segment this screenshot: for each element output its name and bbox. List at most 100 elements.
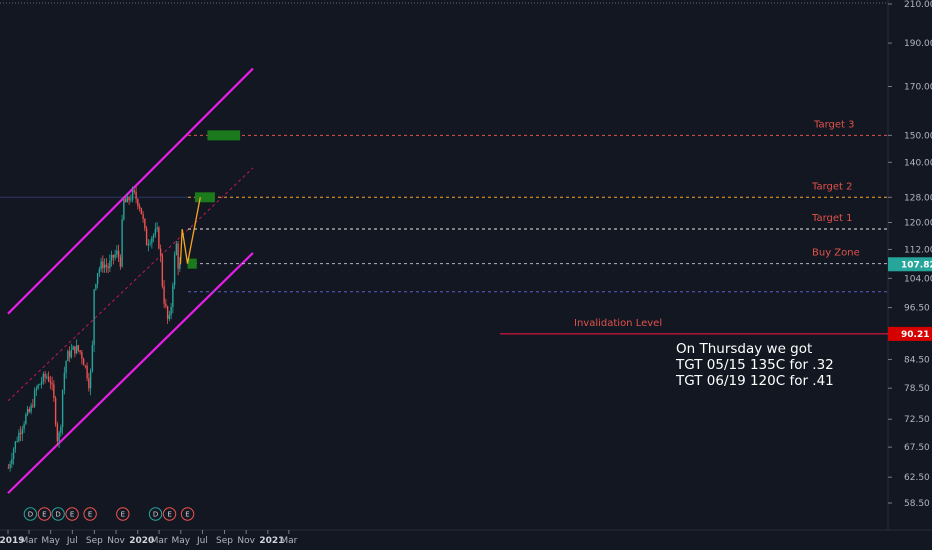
candle-body [142, 214, 144, 219]
channel-upper-line[interactable] [7, 67, 254, 315]
earnings-event-icon[interactable] [83, 507, 97, 521]
candle-body [114, 254, 116, 258]
candle-body [46, 376, 48, 378]
dividend-event-icon[interactable] [51, 507, 65, 521]
projection-path[interactable] [179, 197, 201, 265]
candle-body [151, 237, 153, 244]
candle-body [33, 390, 36, 407]
candle-body [112, 254, 115, 258]
y-tick-label: 150.00 [904, 131, 932, 141]
candle-body [128, 197, 130, 201]
candle-body [47, 376, 50, 382]
candle-body [152, 234, 155, 238]
candle-body [179, 263, 181, 269]
candle-body [74, 346, 76, 354]
candle-body [54, 398, 57, 425]
earnings-event-icon[interactable] [180, 507, 195, 521]
candle-body [72, 346, 74, 350]
candle-body [25, 414, 27, 425]
target-zone-target-2[interactable] [194, 192, 215, 203]
event-letter: E [42, 511, 46, 519]
candle-body [61, 390, 64, 427]
y-tick-label: 96.50 [904, 304, 930, 314]
event-letter: D [55, 511, 60, 519]
candle-body [145, 228, 148, 246]
candle-body [147, 244, 150, 246]
dividend-event-icon[interactable] [148, 507, 163, 521]
x-tick-label: Nov [107, 536, 125, 546]
x-tick-label: Sep [216, 536, 233, 546]
target-zone-target-3[interactable] [207, 130, 241, 141]
candle-body [121, 219, 123, 267]
level-label-target-1: Target 1 [811, 213, 852, 224]
earnings-event-icon[interactable] [65, 507, 79, 521]
candle-body [137, 199, 139, 207]
current-price-tag[interactable] [888, 257, 932, 272]
y-tick-label: 84.50 [904, 355, 930, 365]
event-letter: D [28, 511, 33, 519]
candle-body [133, 190, 136, 192]
channel-middle-line[interactable] [7, 167, 254, 402]
x-tick-label: Mar [20, 536, 37, 546]
y-tick-label: 104.00 [904, 274, 932, 284]
earnings-event-icon[interactable] [37, 507, 52, 521]
candle-body [154, 229, 157, 235]
candle-body [107, 266, 109, 269]
x-tick-label: Sep [86, 536, 103, 546]
projection-polyline[interactable] [179, 197, 201, 265]
x-tick-label: May [171, 536, 190, 546]
candle-body [86, 365, 88, 379]
candle-body [67, 351, 69, 362]
channel-lower-line[interactable] [7, 252, 254, 494]
x-tick-label: Nov [237, 536, 255, 546]
candle-body [159, 248, 162, 256]
candle-body [26, 409, 29, 415]
candle-body [149, 243, 151, 245]
price-axis[interactable]: 58.50 62.50 67.50 72.50 78.50 84.50 96.50 104.0… [888, 0, 932, 509]
candle-body [175, 243, 178, 255]
dividend-event-icon[interactable] [23, 507, 38, 521]
candle-body [9, 463, 11, 469]
target-zone-buy-zone[interactable] [187, 258, 197, 269]
candle-body [163, 286, 165, 304]
level-label-buy-zone: Buy Zone [812, 248, 860, 259]
x-tick-label: Mar [280, 536, 297, 546]
candle-body [89, 370, 92, 389]
candle-body [170, 306, 172, 316]
y-tick-label: 190.00 [904, 39, 932, 49]
candle-body [40, 381, 43, 385]
invalidation-price-tag[interactable] [888, 326, 932, 341]
target-zones[interactable] [187, 130, 241, 269]
earnings-event-icon[interactable] [162, 507, 177, 521]
y-tick-label: 67.50 [904, 443, 930, 453]
candle-body [117, 250, 120, 257]
event-letter: E [88, 511, 92, 519]
candle-body [77, 345, 80, 351]
candle-body [70, 349, 73, 358]
x-tick-label: 2020 [129, 536, 154, 546]
price-channel[interactable] [7, 67, 254, 494]
y-tick-label: 112.00 [904, 245, 932, 255]
candle-body [102, 261, 104, 269]
earnings-event-icon[interactable] [116, 507, 130, 521]
current-price-label: 107.82 [901, 260, 932, 270]
candle-body [110, 254, 113, 261]
event-letter: E [185, 511, 189, 519]
x-tick-label: Mar [151, 536, 168, 546]
candle-body [119, 256, 122, 267]
candle-body [95, 284, 97, 290]
x-tick-label: May [41, 536, 60, 546]
candle-body [100, 261, 102, 270]
note-line-1: On Thursday we got [676, 341, 812, 357]
candle-body [82, 358, 85, 366]
horizontal-levels[interactable] [188, 134, 888, 335]
candle-body [14, 441, 17, 450]
candle-body [44, 373, 46, 378]
candle-body [65, 361, 67, 373]
level-label-invalidation-level: Invalidation Level [574, 318, 662, 329]
candle-body [11, 459, 13, 464]
